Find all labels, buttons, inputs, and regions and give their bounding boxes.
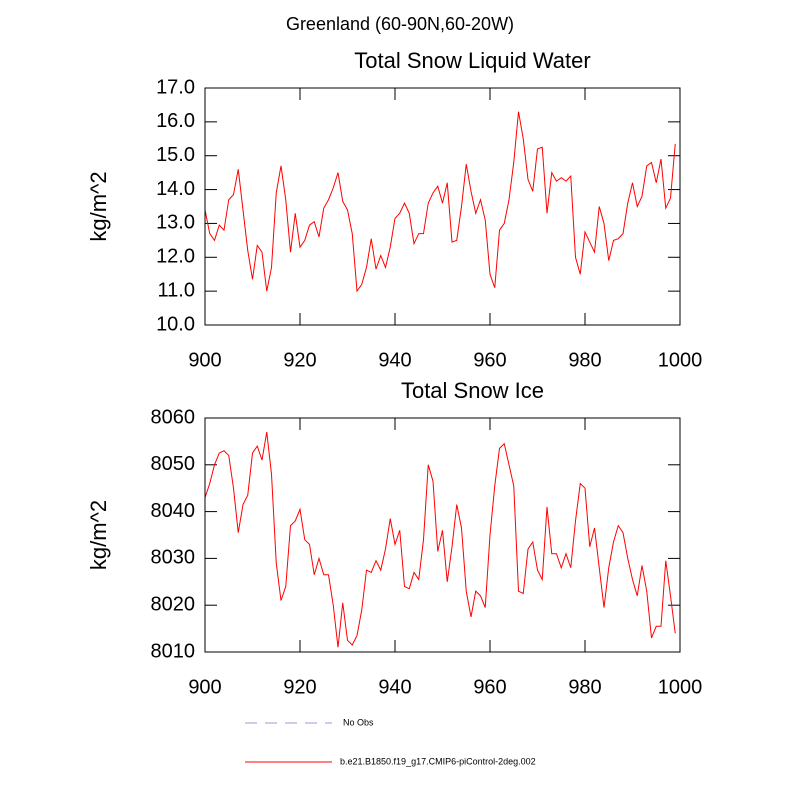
y-axis-label: kg/m^2	[86, 500, 111, 570]
x-tick-label: 980	[568, 676, 601, 698]
x-tick-label: 1000	[658, 676, 703, 698]
y-axis-label: kg/m^2	[86, 171, 111, 241]
chart-title: Total Snow Ice	[401, 378, 544, 403]
y-tick-label: 16.0	[156, 110, 195, 132]
x-tick-label: 900	[188, 676, 221, 698]
plot-frame	[204, 417, 681, 653]
y-tick-label: 8060	[151, 406, 196, 428]
y-tick-label: 10.0	[156, 313, 195, 335]
x-tick-label: 940	[378, 676, 411, 698]
data-line	[204, 431, 676, 648]
y-tick-label: 14.0	[156, 178, 195, 200]
plot-frame	[204, 87, 681, 326]
y-tick-label: 12.0	[156, 246, 195, 268]
y-tick-label: 8020	[151, 593, 196, 615]
legend-label: No Obs	[343, 717, 374, 727]
legend-label: b.e21.B1850.f19_g17.CMIP6-piControl-2deg…	[340, 756, 536, 766]
x-tick-label: 960	[473, 349, 506, 371]
y-tick-label: 11.0	[158, 279, 195, 301]
y-tick-label: 8050	[151, 453, 196, 475]
x-tick-label: 980	[568, 349, 601, 371]
x-tick-label: 960	[473, 676, 506, 698]
chart-title: Total Snow Liquid Water	[354, 48, 590, 73]
y-tick-label: 8010	[151, 640, 196, 662]
y-tick-label: 8030	[151, 547, 196, 569]
y-tick-label: 17.0	[156, 76, 195, 98]
y-tick-label: 13.0	[156, 212, 195, 234]
data-line	[204, 111, 676, 293]
x-tick-label: 1000	[658, 349, 703, 371]
x-tick-label: 920	[283, 349, 316, 371]
figure-title: Greenland (60-90N,60-20W)	[286, 14, 514, 34]
y-tick-label: 8040	[151, 500, 196, 522]
x-tick-label: 900	[188, 349, 221, 371]
x-tick-label: 920	[283, 676, 316, 698]
x-tick-label: 940	[378, 349, 411, 371]
y-tick-label: 15.0	[156, 144, 195, 166]
